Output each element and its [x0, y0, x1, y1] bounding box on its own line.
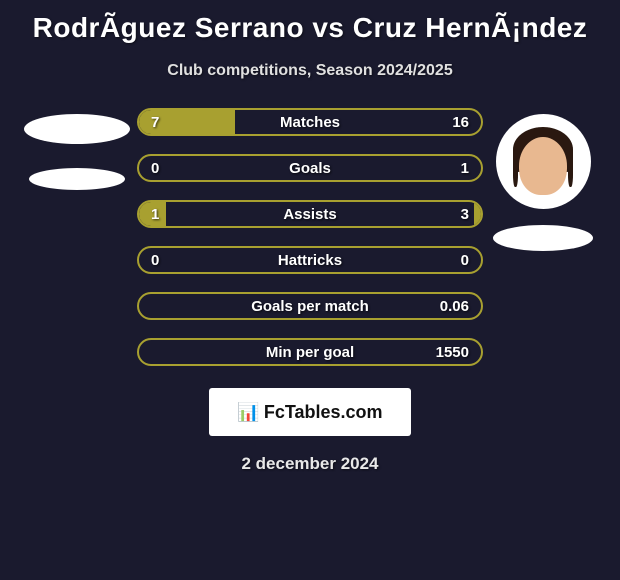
- stat-value-left: 7: [151, 110, 159, 134]
- stat-row: Matches7 16: [137, 108, 483, 136]
- stat-value-right: 0.06: [440, 294, 469, 318]
- stat-row: Hattricks0 0: [137, 246, 483, 274]
- right-player-col: [483, 108, 603, 251]
- stat-value-left: 1: [151, 202, 159, 226]
- stat-value-right: 1550: [436, 340, 469, 364]
- stat-label: Matches: [139, 110, 481, 134]
- stat-row: Min per goal1550: [137, 338, 483, 366]
- stat-value-right: 1: [461, 156, 469, 180]
- stat-value-left: 0: [151, 248, 159, 272]
- page-title: RodrÃ­guez Serrano vs Cruz HernÃ¡ndez: [0, 0, 620, 44]
- logo-chart-icon: 📊: [237, 402, 259, 423]
- logo-box[interactable]: 📊 FcTables.com: [209, 388, 411, 436]
- stat-label: Goals per match: [139, 294, 481, 318]
- stat-label: Hattricks: [139, 248, 481, 272]
- stat-label: Min per goal: [139, 340, 481, 364]
- stat-label: Assists: [139, 202, 481, 226]
- stat-value-right: 16: [452, 110, 469, 134]
- logo-text: FcTables.com: [264, 402, 383, 423]
- stat-row: Goals per match0.06: [137, 292, 483, 320]
- stat-label: Goals: [139, 156, 481, 180]
- right-avatar-shadow: [493, 225, 593, 251]
- page-subtitle: Club competitions, Season 2024/2025: [0, 62, 620, 80]
- left-player-col: [17, 108, 137, 190]
- avatar-face-icon: [513, 127, 573, 197]
- left-avatar-shadow: [29, 168, 125, 190]
- stats-bars: Matches716Goals01Assists13Hattricks00Goa…: [137, 108, 483, 366]
- footer-date: 2 december 2024: [0, 454, 620, 474]
- right-avatar: [496, 114, 591, 209]
- stat-row: Assists1 3: [137, 200, 483, 228]
- stat-row: Goals0 1: [137, 154, 483, 182]
- stat-value-left: 0: [151, 156, 159, 180]
- stat-value-right: 3: [461, 202, 469, 226]
- stat-value-right: 0: [461, 248, 469, 272]
- left-avatar-ellipse: [24, 114, 130, 144]
- comparison-area: Matches716Goals01Assists13Hattricks00Goa…: [0, 108, 620, 366]
